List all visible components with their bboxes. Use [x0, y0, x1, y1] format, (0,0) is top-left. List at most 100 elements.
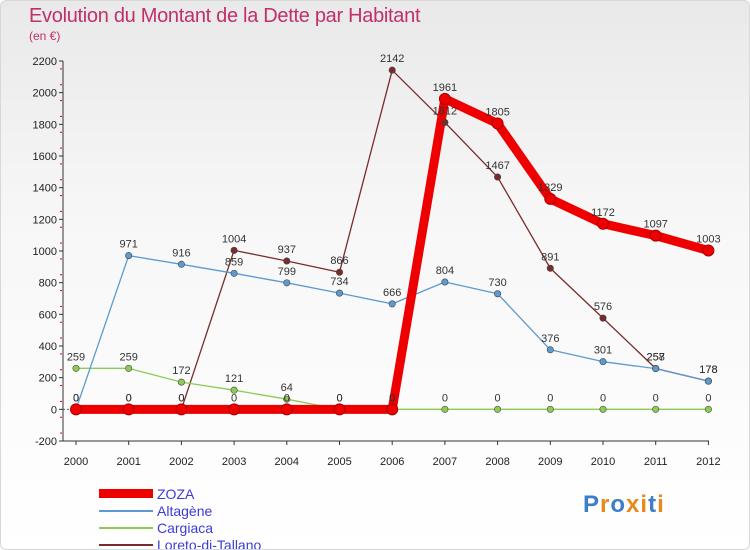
- data-point: [546, 405, 554, 413]
- data-label: 178: [699, 364, 717, 376]
- data-label: 121: [225, 373, 243, 385]
- x-tick-label: 2001: [116, 456, 140, 468]
- legend-item: ZOZA: [99, 485, 261, 502]
- y-tick-label: 200: [39, 373, 57, 385]
- data-point: [283, 279, 291, 287]
- data-label: 1812: [433, 105, 457, 117]
- data-point: [125, 364, 133, 372]
- legend-label: Cargiaca: [157, 519, 214, 536]
- data-point: [597, 217, 609, 230]
- y-tick-label: 2200: [33, 56, 57, 68]
- data-label: 734: [330, 276, 348, 288]
- x-tick-label: 2007: [433, 456, 457, 468]
- x-tick-label: 2012: [696, 456, 720, 468]
- x-tick-label: 2002: [169, 456, 193, 468]
- data-point: [122, 403, 135, 416]
- data-label: 971: [120, 239, 138, 251]
- x-tick-label: 2011: [644, 456, 668, 468]
- data-point: [649, 229, 662, 242]
- y-tick-label: 0: [51, 404, 57, 416]
- data-point: [230, 246, 238, 254]
- series-line: [75, 69, 710, 410]
- logo-letter: t: [648, 491, 658, 518]
- data-label: 64: [281, 382, 293, 394]
- data-label: 1004: [222, 233, 246, 245]
- data-point: [335, 289, 343, 297]
- y-minor-tick: [60, 242, 62, 244]
- y-minor-tick: [60, 68, 62, 70]
- logo-letter: o: [610, 491, 627, 518]
- data-point: [704, 405, 712, 413]
- data-label: 0: [389, 392, 395, 404]
- data-label: 866: [330, 255, 348, 267]
- series-lines: [71, 69, 713, 414]
- y-minor-tick: [60, 274, 62, 276]
- data-label: 1097: [643, 219, 667, 231]
- data-label: 1003: [696, 234, 720, 246]
- y-minor-tick: [60, 210, 62, 212]
- y-minor-tick: [60, 305, 62, 307]
- data-label: 0: [547, 392, 553, 404]
- data-label: 1961: [433, 82, 457, 94]
- data-label: 0: [73, 392, 79, 404]
- y-minor-tick: [60, 147, 62, 149]
- logo-letter: x: [626, 491, 641, 518]
- data-label: 666: [383, 287, 401, 299]
- y-minor-tick: [60, 226, 62, 228]
- data-point: [70, 403, 82, 416]
- data-label: 0: [73, 392, 79, 404]
- legend-label: ZOZA: [157, 485, 195, 502]
- data-point: [230, 269, 238, 277]
- data-label: 576: [594, 301, 612, 313]
- data-point: [177, 260, 185, 268]
- y-minor-tick: [60, 369, 62, 371]
- data-label: 0: [336, 392, 342, 404]
- data-point: [441, 118, 449, 126]
- data-point: [230, 386, 238, 394]
- x-tick-label: 2004: [275, 456, 299, 468]
- data-point: [333, 403, 346, 416]
- chart-subtitle: (en €): [29, 29, 61, 43]
- data-point: [175, 403, 188, 416]
- y-minor-tick: [60, 321, 62, 323]
- y-tick-label: 1000: [33, 246, 57, 258]
- y-minor-tick: [60, 432, 62, 434]
- data-point: [438, 92, 451, 105]
- data-label: 376: [541, 333, 559, 345]
- data-label: 0: [73, 392, 79, 404]
- data-point: [652, 405, 660, 413]
- y-minor-tick: [60, 290, 62, 292]
- data-label: 730: [488, 277, 506, 289]
- data-point: [702, 244, 715, 257]
- data-label: 2142: [380, 53, 404, 65]
- y-minor-tick: [60, 353, 62, 355]
- data-label: 859: [225, 256, 243, 268]
- data-point: [388, 66, 396, 74]
- data-point: [546, 346, 554, 354]
- y-tick-label: -200: [35, 436, 57, 448]
- data-label: 259: [67, 351, 85, 363]
- data-label: 0: [126, 392, 132, 404]
- legend-label: Loreto-di-Tallano: [157, 536, 262, 550]
- data-label: 172: [172, 365, 190, 377]
- logo-letter: i: [657, 491, 665, 518]
- data-label: 0: [231, 392, 237, 404]
- y-minor-tick: [60, 115, 62, 117]
- data-label: 916: [172, 247, 190, 259]
- data-point: [280, 403, 293, 416]
- data-label: 257: [647, 352, 665, 364]
- data-label: 0: [495, 392, 501, 404]
- data-label: 0: [389, 392, 395, 404]
- x-tick-label: 2009: [538, 456, 562, 468]
- y-tick-label: 2000: [33, 88, 57, 100]
- legend-swatch: [99, 509, 153, 512]
- data-label: 0: [653, 392, 659, 404]
- data-point: [546, 264, 554, 272]
- data-point: [283, 395, 291, 403]
- legend-swatch: [99, 543, 153, 546]
- chart-title: Evolution du Montant de la Dette par Hab…: [29, 5, 421, 27]
- legend-swatch: [99, 526, 153, 529]
- legend-swatch: [99, 489, 153, 498]
- series-points: [70, 66, 715, 416]
